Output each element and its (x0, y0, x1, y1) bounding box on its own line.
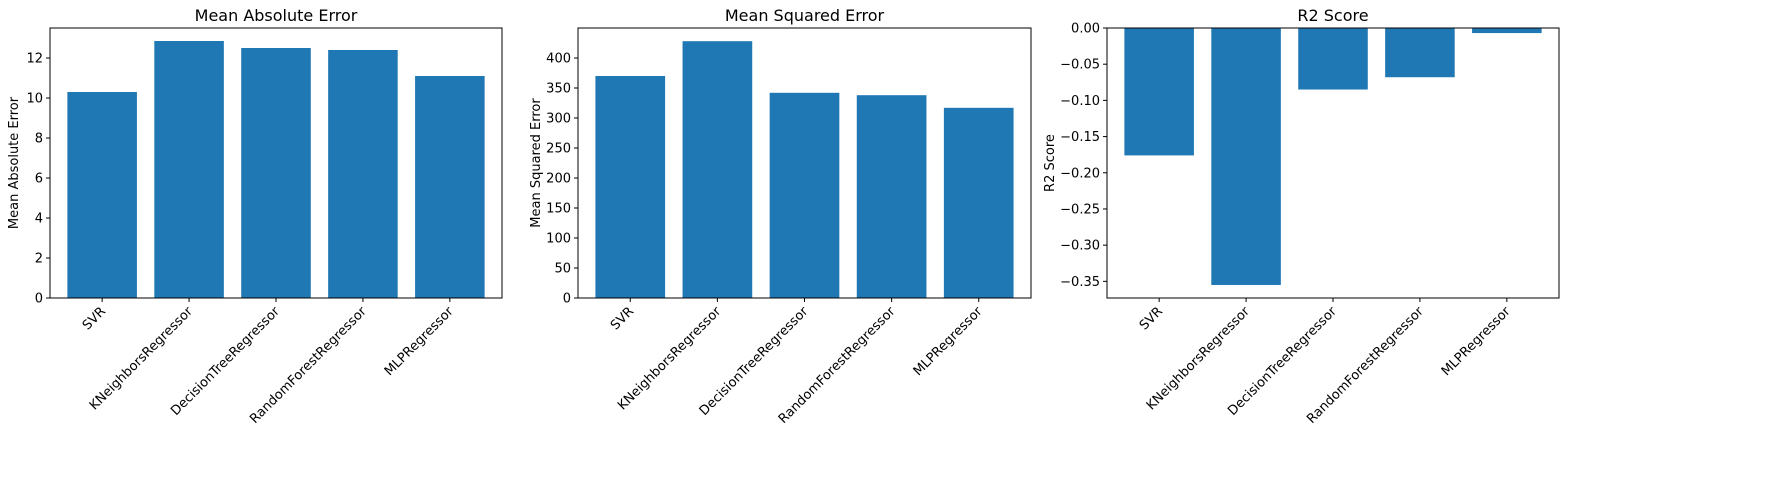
y-tick-label: 150 (546, 202, 571, 217)
y-tick-label: 8 (35, 132, 43, 147)
y-tick-label: 250 (546, 142, 571, 157)
y-tick-label: 50 (554, 262, 571, 277)
axes-frame (1106, 27, 1560, 299)
chart-title: R2 Score (1297, 6, 1368, 25)
bar-decisiontreeregressor (1298, 28, 1368, 90)
y-axis-label: Mean Squared Error (529, 98, 544, 228)
x-tick-label: MLPRegressor (1439, 304, 1514, 379)
x-tick-label: MLPRegressor (911, 304, 986, 379)
y-tick-label: −0.10 (1060, 94, 1100, 109)
mse-chart: Mean Squared Error Mean Squared Error SV… (529, 6, 1032, 427)
x-tick-label: SVR (1137, 304, 1166, 333)
axes-frame (577, 27, 1032, 299)
bar-kneighborsregressor (154, 41, 224, 298)
bar-kneighborsregressor (682, 41, 753, 298)
x-tick-label: MLPRegressor (382, 304, 457, 379)
y-tick-label: −0.15 (1060, 130, 1100, 145)
chart-title: Mean Absolute Error (195, 6, 358, 25)
y-tick-label: 0 (563, 292, 571, 307)
y-tick-label: −0.30 (1060, 239, 1100, 254)
y-tick-label: 350 (546, 82, 571, 97)
bar-svr (1124, 28, 1194, 156)
bar-mlpregressor (415, 76, 485, 298)
chart-title: Mean Squared Error (725, 6, 885, 25)
bar-decisiontreeregressor (241, 48, 311, 298)
y-tick-label: 12 (26, 52, 43, 67)
bar-randomforestregressor (1385, 28, 1455, 78)
y-tick-label: 200 (546, 172, 571, 187)
x-tick-label: SVR (80, 304, 109, 333)
bar-kneighborsregressor (1211, 28, 1281, 285)
x-tick-label: SVR (608, 304, 637, 333)
bar-mlpregressor (943, 107, 1014, 298)
y-tick-label: 300 (546, 112, 571, 127)
y-axis-label: R2 Score (1043, 134, 1058, 192)
y-axis-label: Mean Absolute Error (7, 96, 22, 229)
bar-randomforestregressor (328, 50, 398, 298)
bar-mlpregressor (1472, 28, 1542, 34)
y-tick-label: 400 (546, 52, 571, 67)
y-tick-label: 6 (35, 172, 43, 187)
y-tick-label: 10 (26, 92, 43, 107)
bar-decisiontreeregressor (769, 92, 840, 298)
bar-randomforestregressor (856, 95, 927, 298)
mae-chart: Mean Absolute Error Mean Absolute Error … (7, 6, 503, 427)
r2-chart: R2 Score R2 Score SVRKNeighborsRegressor… (1043, 6, 1560, 427)
axes-frame (49, 27, 503, 299)
y-tick-label: 4 (35, 212, 43, 227)
y-tick-label: 100 (546, 232, 571, 247)
y-tick-label: 0 (35, 292, 43, 307)
y-tick-label: 2 (35, 252, 43, 267)
y-tick-label: −0.25 (1060, 202, 1100, 217)
bar-svr (595, 76, 666, 298)
y-tick-label: −0.05 (1060, 58, 1100, 73)
y-tick-label: −0.35 (1060, 275, 1100, 290)
y-tick-label: −0.20 (1060, 166, 1100, 181)
bar-svr (67, 92, 137, 298)
y-tick-label: 0.00 (1071, 22, 1100, 37)
